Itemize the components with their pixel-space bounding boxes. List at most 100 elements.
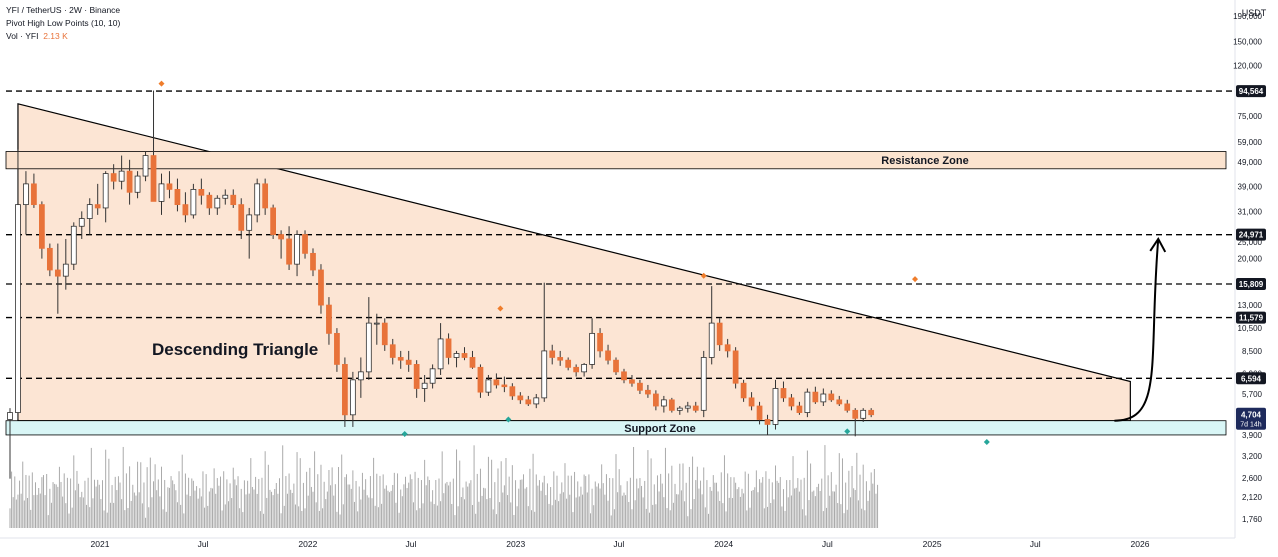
time-tick-label: 2025 [923,539,942,549]
projection-arrow [1114,238,1160,422]
candle-body [533,397,540,405]
candle [230,189,237,208]
candle-body [868,409,875,416]
candle [788,394,795,411]
candle [150,90,157,202]
candle-body [118,170,125,182]
candle [533,394,540,409]
pattern-label: Descending Triangle [152,340,318,359]
pivot-high-marker [912,276,919,283]
candle [158,173,165,215]
candle [78,211,85,239]
current-price-label: 4,704 [1241,411,1262,420]
candle [772,379,779,430]
candle-body [493,379,500,386]
candle [118,155,125,190]
candle-body [852,409,859,419]
candle [700,350,707,418]
candle [493,373,500,389]
pivot-low-marker [983,438,990,445]
candle-body [39,204,45,249]
candle-body [597,332,603,352]
candle-body [142,155,149,177]
candle [102,171,109,223]
price-tag-label: 94,564 [1239,87,1264,96]
candle [381,318,388,351]
candle-body [31,183,37,206]
candle [645,384,651,398]
candle-body [23,183,29,206]
candle-body [477,366,484,393]
candle-body [509,386,516,397]
candle [868,408,875,418]
candle-body [780,388,787,399]
price-tick-label: 3,200 [1242,452,1263,461]
candle [334,328,340,372]
candle-body [668,399,675,411]
price-tick-label: 150,000 [1233,37,1262,46]
candle-body [238,204,245,231]
resistance-zone-label: Resistance Zone [881,155,968,167]
candle [166,171,173,199]
candle [637,379,643,395]
candle-body [302,234,308,254]
candle [445,333,452,365]
legend-indicator[interactable]: Pivot High Low Points (10, 10) [6,18,121,28]
candle-body [653,393,659,407]
candle-body [150,155,157,202]
candle-body [732,350,739,384]
time-tick-label: 2024 [714,539,733,549]
candle-body [860,409,867,419]
candle [477,364,484,398]
candle [716,318,723,351]
candle [780,381,787,402]
candle-body [278,234,284,240]
candle-body [62,263,69,277]
pivot-high-marker [700,272,707,279]
candle [660,395,667,413]
candle [39,201,45,259]
candle [134,171,141,199]
candle-body [246,214,253,231]
price-tick-label: 13,000 [1238,301,1263,310]
time-tick-label: 2026 [1131,539,1150,549]
candle [302,230,308,259]
legend-symbol[interactable]: YFI / TetherUS · 2W · Binance [6,5,121,15]
candle [429,364,436,389]
candle-body [286,238,292,265]
candle-body [700,357,707,411]
candle [605,344,611,365]
candle [7,408,13,479]
candle-body [788,397,795,407]
candle-body [357,371,364,381]
candle [668,397,675,413]
candle-body [294,234,300,265]
candle-body [94,204,101,209]
candle-body [110,173,117,182]
time-tick-label: 2023 [506,539,525,549]
candle [828,390,835,402]
candle [573,364,580,377]
candle-body [549,350,556,358]
candle [46,243,53,277]
candle-body [517,395,524,401]
candle [732,347,739,389]
candle [238,198,245,239]
candle [613,357,619,375]
candle-body [573,366,580,373]
candle-body [605,350,611,361]
time-tick-label: Jul [613,539,624,549]
price-tag-label: 24,971 [1239,231,1264,240]
candle [198,178,205,205]
legend-volume[interactable]: Vol · YFI 2.13 K [6,30,120,43]
candle [190,183,197,219]
candle [597,328,603,358]
candle [860,408,867,422]
candle-body [629,379,635,384]
candle-body [716,322,723,346]
candle-body [190,188,197,216]
candle-body [365,322,372,373]
candle-body [557,357,564,361]
candle [94,183,101,215]
